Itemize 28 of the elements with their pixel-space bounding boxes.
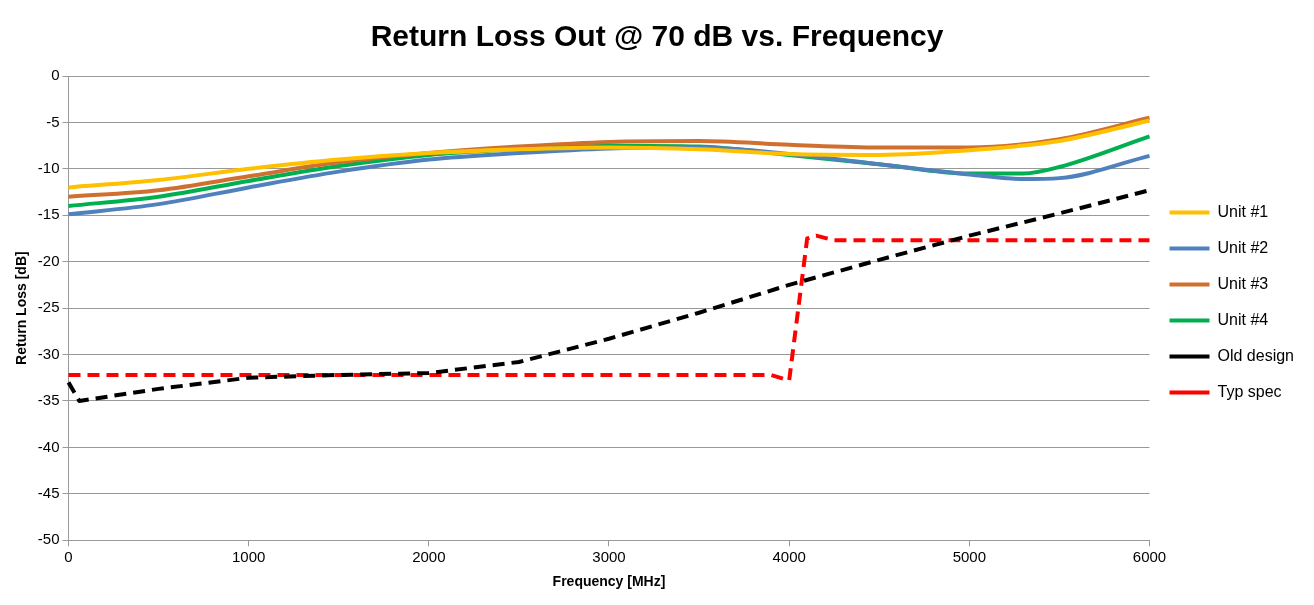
y-tick-label: -50 [37,530,60,548]
x-tick-label: 4000 [772,548,806,566]
line-series [66,233,1152,383]
legend-label: Unit #2 [1217,238,1269,256]
legend-label: Typ spec [1217,382,1282,400]
y-tick-label: -25 [37,298,60,316]
y-tick-label: -35 [37,391,60,409]
legend-label: Unit #4 [1217,310,1269,328]
x-tick-label: 2000 [412,548,446,566]
y-tick-label: -40 [37,437,60,455]
y-tick-label: -10 [37,158,60,176]
x-axis-title: Frequency [MHz] [552,573,666,590]
y-tick-label: -5 [46,112,60,130]
y-tick-label: -15 [37,205,60,223]
x-tick-label: 5000 [952,548,987,566]
y-tick-label: 0 [51,66,60,84]
legend-label: Unit #1 [1217,202,1269,220]
x-tick-label: 0 [64,548,73,566]
y-tick-label: -45 [37,483,60,501]
x-tick-label: 1000 [231,548,266,566]
y-tick-label: -20 [37,251,60,269]
x-tick-label: 3000 [592,548,626,566]
y-tick-label: -30 [37,344,60,362]
legend-label: Unit #3 [1217,274,1269,292]
legend-label: Old design [1217,346,1295,364]
x-tick-label: 6000 [1132,548,1167,566]
chart-title: Return Loss Out @ 70 dB vs. Frequency [370,19,944,53]
y-axis-title: Return Loss [dB] [13,251,30,365]
